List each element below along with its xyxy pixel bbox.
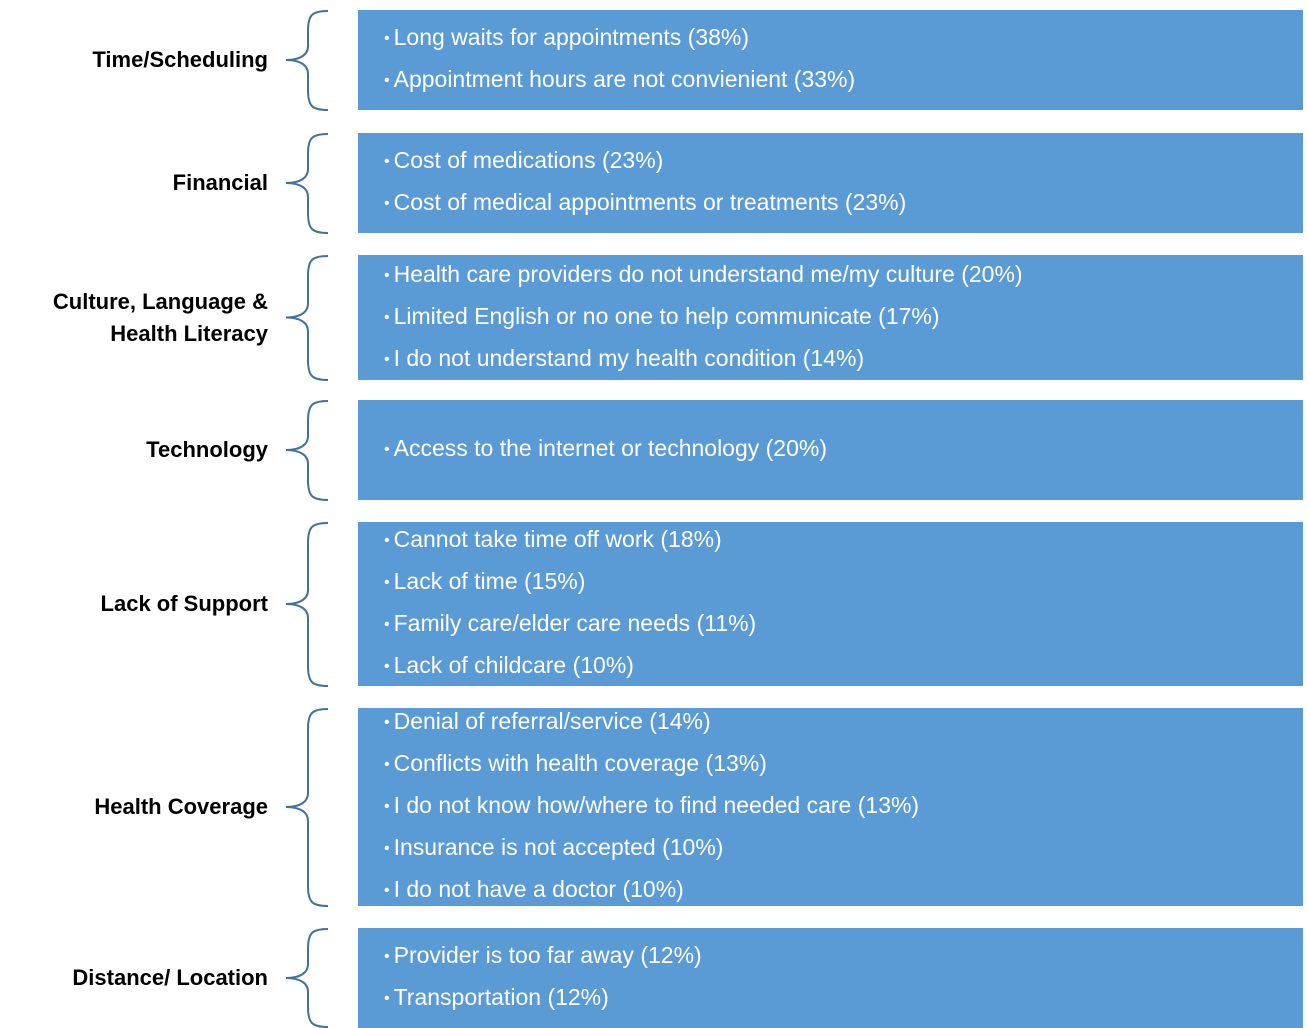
item: Access to the internet or technology (20… bbox=[384, 429, 1303, 471]
group-label: Distance/ Location bbox=[72, 965, 268, 990]
item: Provider is too far away (12%) bbox=[384, 936, 1303, 978]
group-label: Technology bbox=[146, 437, 268, 462]
item: Lack of time (15%) bbox=[384, 562, 1303, 604]
item: Cost of medications (23%) bbox=[384, 141, 1303, 183]
group-box: Health care providers do not understand … bbox=[358, 255, 1303, 380]
group-label: Lack of Support bbox=[100, 591, 268, 616]
item: Denial of referral/service (14%) bbox=[384, 702, 1303, 744]
group-label: Financial bbox=[172, 170, 268, 195]
brace bbox=[285, 255, 329, 381]
brace bbox=[285, 133, 329, 234]
item: Cost of medical appointments or treatmen… bbox=[384, 183, 1303, 225]
group-box: Access to the internet or technology (20… bbox=[358, 400, 1303, 500]
brace bbox=[285, 928, 329, 1028]
item: Lack of childcare (10%) bbox=[384, 646, 1303, 688]
item: Appointment hours are not convienient (3… bbox=[384, 60, 1303, 102]
item: Long waits for appointments (38%) bbox=[384, 18, 1303, 60]
group-box: Cost of medications (23%)Cost of medical… bbox=[358, 133, 1303, 233]
item: Limited English or no one to help commun… bbox=[384, 297, 1303, 339]
item: I do not have a doctor (10%) bbox=[384, 870, 1303, 912]
item: Family care/elder care needs (11%) bbox=[384, 604, 1303, 646]
item: I do not understand my health condition … bbox=[384, 339, 1303, 381]
brace bbox=[285, 708, 329, 907]
group-box: Denial of referral/service (14%)Conflict… bbox=[358, 708, 1303, 906]
item: Conflicts with health coverage (13%) bbox=[384, 744, 1303, 786]
group-label: Time/Scheduling bbox=[92, 47, 268, 72]
brace bbox=[285, 400, 329, 501]
item: Health care providers do not understand … bbox=[384, 255, 1303, 297]
item: I do not know how/where to find needed c… bbox=[384, 786, 1303, 828]
item: Insurance is not accepted (10%) bbox=[384, 828, 1303, 870]
item: Cannot take time off work (18%) bbox=[384, 520, 1303, 562]
group-box: Provider is too far away (12%)Transporta… bbox=[358, 928, 1303, 1028]
brace bbox=[285, 10, 329, 111]
item: Transportation (12%) bbox=[384, 978, 1303, 1020]
brace bbox=[285, 522, 329, 687]
group-box: Long waits for appointments (38%)Appoint… bbox=[358, 10, 1303, 110]
group-label: Culture, Language & Health Literacy bbox=[52, 288, 268, 346]
group-label: Health Coverage bbox=[94, 794, 268, 819]
group-box: Cannot take time off work (18%)Lack of t… bbox=[358, 522, 1303, 686]
